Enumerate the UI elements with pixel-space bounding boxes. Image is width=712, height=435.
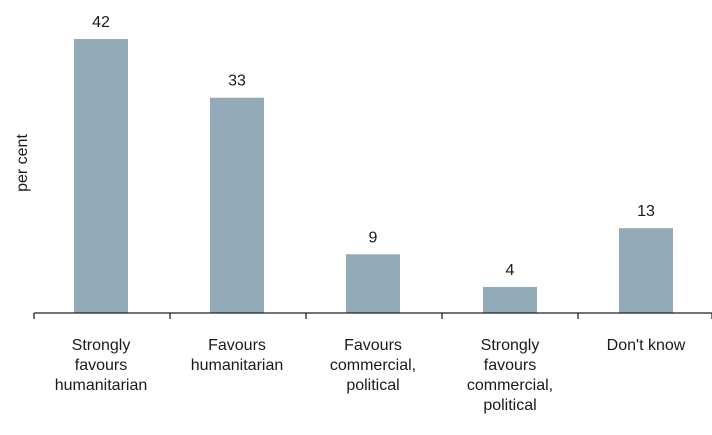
category-label: Favours commercial, political [330, 337, 416, 394]
bar [619, 228, 673, 313]
value-label: 42 [92, 14, 110, 31]
category-label: Don't know [607, 337, 686, 354]
value-label: 13 [637, 203, 655, 220]
bar [346, 254, 400, 313]
category-label: Strongly favours humanitarian [55, 337, 148, 394]
bar [74, 39, 128, 313]
value-label: 4 [506, 262, 515, 279]
bar [483, 286, 537, 313]
category-label: Strongly favours commercial, political [467, 337, 553, 414]
bar [210, 97, 264, 313]
y-axis-label: per cent [14, 134, 31, 192]
category-label: Favours humanitarian [191, 337, 284, 374]
value-label: 9 [369, 229, 378, 246]
value-label: 33 [228, 73, 246, 90]
